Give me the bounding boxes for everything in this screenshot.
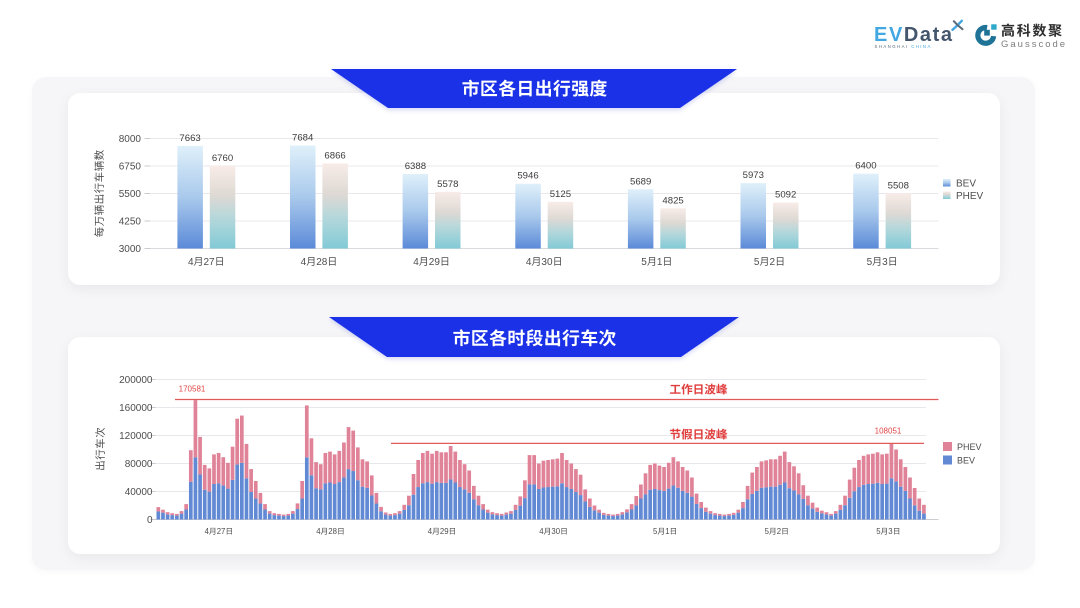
svg-text:5500: 5500 — [119, 189, 142, 200]
svg-text:5125: 5125 — [550, 189, 571, 200]
svg-text:4: 4 — [205, 527, 210, 536]
svg-text:4250: 4250 — [119, 217, 142, 228]
svg-text:SHANGHAI CHINA: SHANGHAI CHINA — [875, 44, 932, 49]
svg-text:6760: 6760 — [212, 153, 233, 164]
svg-text:5973: 5973 — [743, 170, 764, 181]
svg-text:5: 5 — [867, 257, 873, 268]
svg-text:BEV: BEV — [957, 456, 975, 466]
svg-text:5092: 5092 — [775, 190, 796, 201]
svg-text:4: 4 — [428, 527, 433, 536]
svg-text:5946: 5946 — [517, 171, 538, 182]
svg-text:8000: 8000 — [119, 134, 142, 145]
svg-text:2: 2 — [777, 527, 781, 536]
svg-text:6400: 6400 — [855, 161, 876, 172]
svg-text:30: 30 — [541, 257, 553, 268]
svg-text:4: 4 — [526, 257, 532, 268]
svg-text:4: 4 — [301, 257, 307, 268]
svg-text:160000: 160000 — [119, 403, 153, 414]
svg-text:PHEV: PHEV — [957, 442, 982, 452]
svg-text:200000: 200000 — [119, 375, 153, 386]
svg-text:3000: 3000 — [119, 244, 142, 255]
svg-text:27: 27 — [217, 527, 226, 536]
svg-text:0: 0 — [147, 515, 153, 526]
svg-text:3: 3 — [888, 527, 892, 536]
svg-text:5: 5 — [641, 257, 647, 268]
svg-text:30: 30 — [551, 527, 560, 536]
svg-text:7684: 7684 — [292, 133, 314, 144]
svg-text:PHEV: PHEV — [956, 191, 984, 202]
svg-text:29: 29 — [429, 257, 441, 268]
svg-text:170581: 170581 — [179, 385, 206, 394]
svg-text:5508: 5508 — [888, 180, 909, 191]
svg-text:3: 3 — [882, 257, 888, 268]
svg-text:120000: 120000 — [119, 431, 153, 442]
svg-text:5: 5 — [876, 527, 881, 536]
svg-text:4: 4 — [316, 527, 321, 536]
svg-text:28: 28 — [328, 527, 337, 536]
svg-text:2: 2 — [770, 257, 776, 268]
svg-text:5: 5 — [653, 527, 658, 536]
svg-text:28: 28 — [316, 257, 328, 268]
svg-text:5689: 5689 — [630, 176, 651, 187]
svg-text:1: 1 — [657, 257, 663, 268]
svg-text:5578: 5578 — [437, 179, 458, 190]
svg-text:4825: 4825 — [662, 195, 683, 206]
svg-text:4: 4 — [413, 257, 419, 268]
svg-text:5: 5 — [765, 527, 770, 536]
svg-text:80000: 80000 — [125, 459, 153, 470]
svg-text:4: 4 — [539, 527, 544, 536]
svg-text:Gausscode: Gausscode — [1001, 39, 1067, 50]
svg-text:6750: 6750 — [119, 162, 142, 173]
svg-text:108051: 108051 — [875, 427, 902, 436]
svg-text:EVData: EVData — [874, 24, 954, 46]
svg-text:4: 4 — [188, 257, 194, 268]
svg-text:27: 27 — [204, 257, 216, 268]
svg-text:6388: 6388 — [405, 161, 426, 172]
svg-text:1: 1 — [665, 527, 669, 536]
svg-text:5: 5 — [754, 257, 760, 268]
svg-text:7663: 7663 — [179, 133, 200, 144]
svg-text:BEV: BEV — [956, 179, 976, 190]
svg-text:29: 29 — [440, 527, 449, 536]
svg-text:40000: 40000 — [125, 487, 153, 498]
svg-text:6866: 6866 — [324, 150, 345, 161]
